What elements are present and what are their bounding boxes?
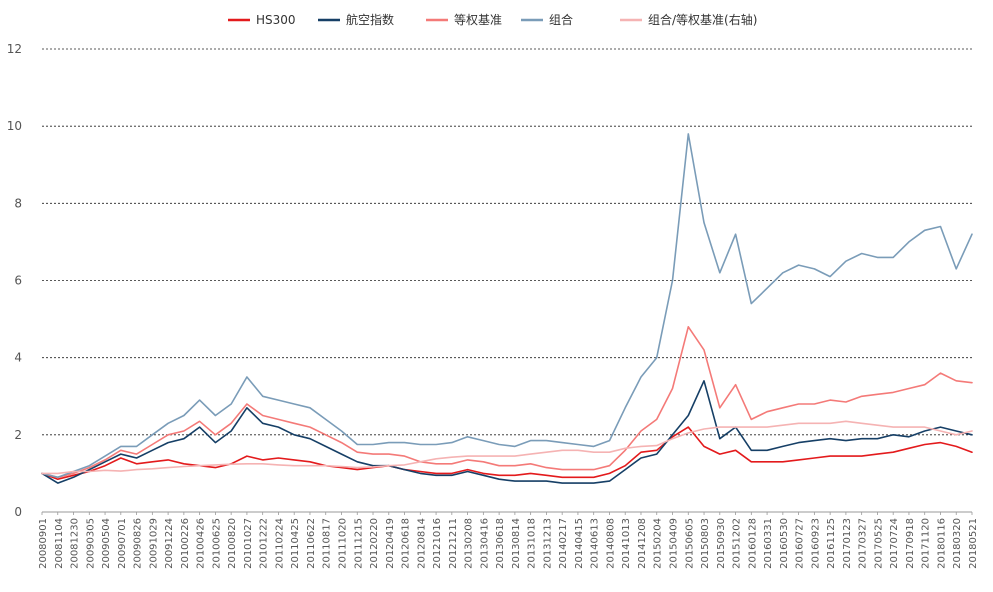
- x-tick-label: 20101027: [243, 518, 254, 569]
- x-tick-label: 20180521: [968, 518, 979, 569]
- x-tick-label: 20160331: [763, 518, 774, 569]
- x-tick-label: 20150803: [700, 518, 711, 569]
- x-tick-label: 20170918: [905, 518, 916, 569]
- series-line-3: [41, 133, 973, 479]
- y-tick-label: 4: [14, 351, 22, 365]
- x-tick-label: 20140217: [558, 518, 569, 569]
- x-tick-label: 20130618: [495, 518, 506, 569]
- x-tick-label: 20121211: [448, 518, 459, 569]
- x-tick-label: 20111020: [337, 518, 348, 569]
- x-tick-label: 20140415: [574, 518, 585, 569]
- y-tick-label: 0: [14, 505, 22, 519]
- x-tick-label: 20150409: [669, 518, 680, 569]
- x-tick-label: 20101222: [259, 518, 270, 569]
- x-tick-label: 20170123: [842, 518, 853, 569]
- series-group: [41, 133, 973, 484]
- x-tick-label: 20111215: [353, 518, 364, 569]
- x-tick-label: 20110622: [306, 518, 317, 569]
- x-tick-label: 20081104: [54, 518, 65, 569]
- x-tick-label: 20100625: [211, 518, 222, 569]
- x-tick-label: 20090701: [117, 518, 128, 569]
- series-line-2: [41, 325, 973, 479]
- y-axis: 0 2 4 6 8 10 12: [7, 42, 22, 519]
- series-line-4: [41, 420, 973, 475]
- x-tick-label: 20120618: [401, 518, 412, 569]
- x-tick-label: 20130416: [479, 518, 490, 569]
- x-tick-label: 20110224: [274, 518, 285, 569]
- x-tick-label: 20090826: [133, 518, 144, 569]
- x-tick-label: 20170724: [889, 518, 900, 569]
- legend-label: 组合/等权基准(右轴): [648, 12, 757, 27]
- x-tick-label: 20171120: [921, 518, 932, 569]
- series-line-1: [41, 379, 973, 484]
- x-tick-label: 20150930: [716, 518, 727, 569]
- legend-label: 组合: [549, 12, 573, 27]
- x-tick-label: 20081230: [70, 518, 81, 569]
- x-tick-label: 20131018: [527, 518, 538, 569]
- x-tick-label: 20100426: [196, 518, 207, 569]
- x-tick-label: 20100820: [227, 518, 238, 569]
- x-tick-label: 20140613: [590, 518, 601, 569]
- x-tick-label: 20110425: [290, 518, 301, 569]
- x-tick-label: 20150204: [653, 518, 664, 569]
- legend-label: HS300: [256, 13, 296, 27]
- legend-label: 航空指数: [346, 12, 394, 27]
- x-tick-label: 20150605: [684, 518, 695, 569]
- x-tick-label: 20120419: [385, 518, 396, 569]
- x-tick-label: 20161125: [826, 518, 837, 569]
- x-tick-label: 20160128: [747, 518, 758, 569]
- x-tick-label: 20090504: [101, 518, 112, 569]
- x-tick-label: 20160727: [795, 518, 806, 569]
- x-tick-label: 20130814: [511, 518, 522, 569]
- x-tick-label: 20160530: [779, 518, 790, 569]
- x-tick-label: 20180320: [952, 518, 963, 569]
- x-tick-label: 20160923: [810, 518, 821, 569]
- y-tick-label: 10: [7, 119, 22, 133]
- x-tick-label: 20091224: [164, 518, 175, 569]
- x-tick-label: 20090305: [85, 518, 96, 569]
- x-tick-label: 20100226: [180, 518, 191, 569]
- x-tick-label: 20120220: [369, 518, 380, 569]
- x-tick-label: 20120814: [416, 518, 427, 569]
- y-tick-label: 12: [7, 42, 22, 56]
- x-axis: 20080901 20081104 20081230 20090305 20090504…: [38, 512, 979, 569]
- x-tick-label: 20151202: [732, 518, 743, 569]
- x-tick-label: 20080901: [38, 518, 49, 569]
- x-tick-label: 20110817: [322, 518, 333, 569]
- x-tick-label: 20130208: [464, 518, 475, 569]
- x-tick-label: 20180116: [936, 518, 947, 569]
- y-tick-label: 2: [14, 428, 22, 442]
- x-tick-label: 20141013: [621, 518, 632, 569]
- x-tick-label: 20141208: [637, 518, 648, 569]
- grid: [42, 48, 972, 513]
- legend-label: 等权基准: [454, 13, 502, 27]
- x-tick-label: 20091029: [148, 518, 159, 569]
- x-tick-label: 20121016: [432, 518, 443, 569]
- x-tick-label: 20170525: [873, 518, 884, 569]
- x-tick-label: 20170327: [858, 518, 869, 569]
- legend: HS300 航空指数 等权基准 组合 组合/等权基准(右轴): [228, 12, 757, 27]
- y-tick-label: 8: [14, 196, 22, 210]
- x-tick-label: 20140808: [605, 518, 616, 569]
- y-tick-label: 6: [14, 274, 22, 288]
- x-tick-label: 20131213: [542, 518, 553, 569]
